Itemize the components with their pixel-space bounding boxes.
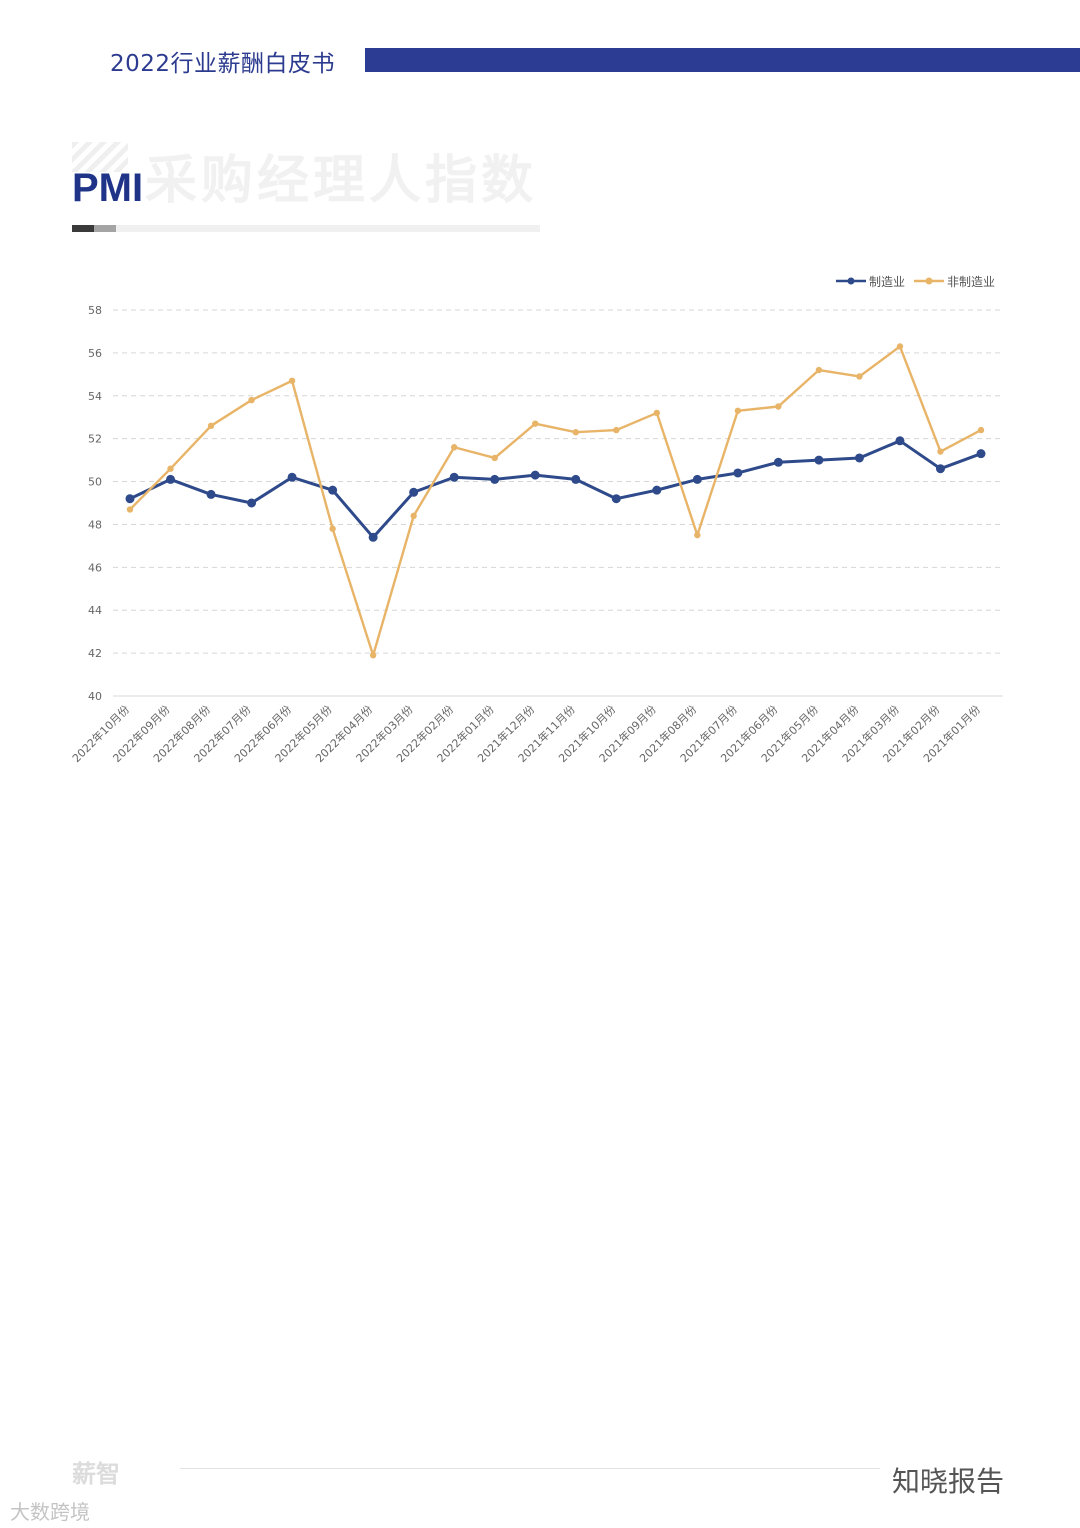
data-point-manufacturing [125, 494, 135, 504]
data-point-non-manufacturing [775, 403, 782, 410]
data-point-non-manufacturing [450, 444, 458, 451]
y-tick-label: 40 [88, 690, 102, 703]
y-tick-label: 50 [88, 476, 102, 489]
data-point-non-manufacturing [288, 377, 296, 384]
footer-weibo: 大数跨境 [10, 1500, 90, 1524]
data-point-manufacturing [895, 436, 905, 446]
data-point-manufacturing [449, 472, 459, 482]
data-point-manufacturing [814, 455, 824, 465]
footer-divider [180, 1468, 880, 1469]
y-tick-label: 52 [88, 433, 102, 446]
y-tick-label: 46 [88, 561, 102, 574]
data-point-manufacturing [166, 474, 176, 484]
legend-marker [925, 277, 933, 285]
data-point-manufacturing [287, 472, 297, 482]
data-point-non-manufacturing [896, 343, 904, 350]
data-point-non-manufacturing [613, 426, 620, 434]
y-tick-label: 58 [88, 304, 102, 317]
series-line-manufacturing [129, 439, 982, 539]
data-point-manufacturing [571, 474, 581, 484]
data-point-manufacturing [247, 498, 257, 508]
data-point-manufacturing [490, 474, 500, 484]
data-point-manufacturing [854, 453, 864, 463]
data-point-manufacturing [773, 457, 783, 467]
series-line-non-manufacturing [129, 345, 982, 657]
y-tick-label: 48 [88, 518, 102, 531]
data-point-non-manufacturing [572, 429, 579, 436]
footer-logo: 薪智 [72, 1460, 120, 1488]
y-tick-label: 44 [88, 604, 102, 617]
legend-label: 制造业 [869, 275, 905, 289]
title-rule-light [116, 225, 540, 232]
decorative-stripes [72, 142, 128, 172]
data-point-manufacturing [530, 470, 540, 480]
data-point-non-manufacturing [167, 465, 174, 472]
header-title: 2022行业薪酬白皮书 [110, 51, 336, 77]
data-point-non-manufacturing [532, 420, 539, 427]
data-point-manufacturing [935, 464, 945, 474]
data-point-non-manufacturing [126, 506, 134, 513]
header-bar [365, 48, 1080, 72]
data-point-non-manufacturing [329, 525, 336, 532]
section-title-en: PMI [72, 166, 144, 210]
legend-label: 非制造业 [947, 275, 995, 289]
data-point-manufacturing [976, 449, 986, 459]
data-point-manufacturing [206, 489, 216, 499]
data-point-non-manufacturing [734, 407, 742, 414]
data-point-non-manufacturing [977, 426, 985, 434]
data-point-non-manufacturing [694, 531, 701, 539]
data-point-manufacturing [368, 532, 378, 542]
data-point-non-manufacturing [207, 422, 215, 429]
data-point-non-manufacturing [815, 366, 823, 374]
data-point-non-manufacturing [248, 396, 255, 404]
data-point-manufacturing [611, 494, 621, 504]
section-title-zh: 采购经理人指数 [145, 151, 538, 211]
footer-brand: 知晓报告 [892, 1465, 1005, 1498]
title-rule-dark [72, 225, 94, 232]
data-point-manufacturing [409, 487, 419, 497]
data-point-manufacturing [328, 485, 338, 495]
y-tick-label: 54 [88, 390, 102, 403]
pmi-line-chart: 404244464850525456582022年10月份2022年09月份20… [69, 275, 1003, 765]
y-tick-label: 56 [88, 347, 102, 360]
data-point-non-manufacturing [937, 448, 944, 455]
data-point-non-manufacturing [491, 454, 498, 462]
title-rule-mid [94, 225, 116, 232]
data-point-manufacturing [652, 485, 662, 495]
data-point-non-manufacturing [410, 512, 417, 520]
data-point-non-manufacturing [369, 652, 377, 659]
data-point-manufacturing [692, 474, 702, 484]
data-point-manufacturing [733, 468, 743, 478]
data-point-non-manufacturing [653, 409, 661, 417]
data-point-non-manufacturing [856, 373, 863, 380]
y-tick-label: 42 [88, 647, 102, 660]
legend-marker [847, 277, 855, 285]
